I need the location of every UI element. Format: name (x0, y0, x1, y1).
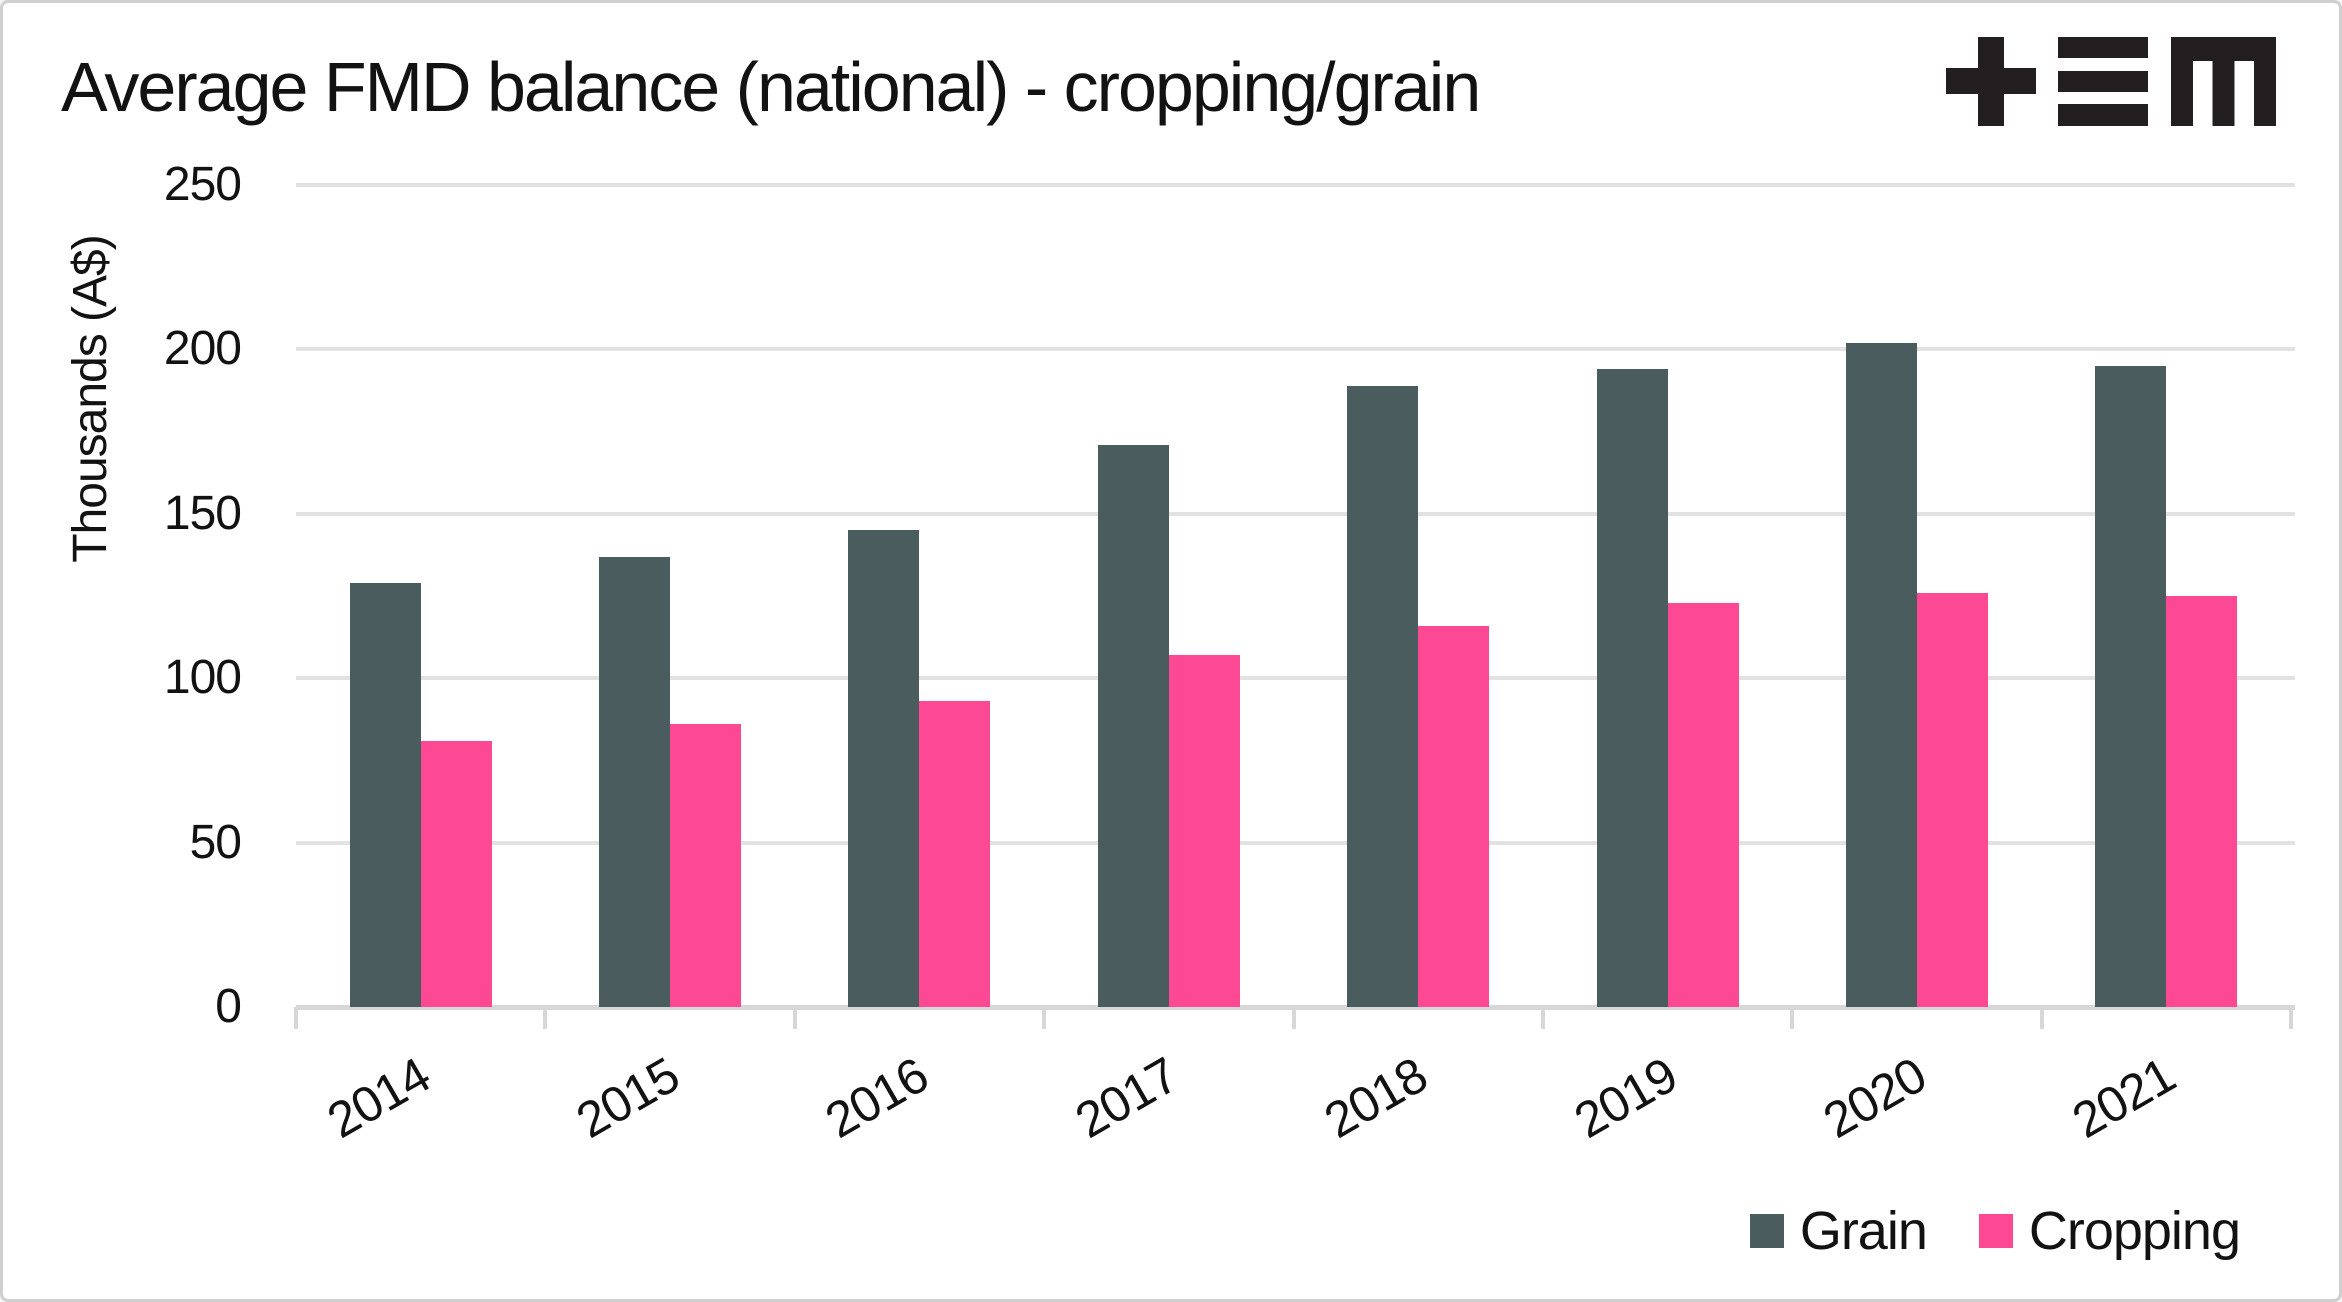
bar-cropping-2014 (420, 740, 492, 1007)
bar-grain-2020 (1845, 342, 1917, 1007)
gridline-200 (296, 347, 2295, 352)
x-axis-line (296, 1005, 2295, 1010)
y-tick-label: 0 (215, 980, 242, 1033)
y-tick-label: 250 (163, 158, 242, 211)
bar-cropping-2016 (919, 701, 991, 1007)
x-tick-label: 2017 (1065, 1046, 1187, 1149)
bar-grain-2016 (848, 530, 920, 1007)
x-tick-label: 2020 (1814, 1046, 1935, 1149)
bar-grain-2015 (599, 556, 671, 1007)
x-axis-tickmark (792, 1007, 797, 1029)
x-axis-tickmark (1790, 1007, 1795, 1029)
bar-grain-2021 (2095, 365, 2167, 1007)
bar-cropping-2021 (2166, 596, 2238, 1007)
y-tick-label: 200 (163, 322, 242, 376)
x-axis-tickmark (1540, 1007, 1545, 1029)
x-tick-label: 2018 (1315, 1046, 1437, 1149)
y-tick-label: 150 (163, 486, 242, 540)
logo-plus-horizontal (1946, 68, 2036, 94)
x-axis-tickmark (1291, 1007, 1296, 1029)
legend-label-cropping: Cropping (2028, 1201, 2241, 1261)
bar-cropping-2015 (670, 724, 742, 1007)
y-tick-label: 100 (163, 651, 242, 705)
gridline-50 (296, 840, 2295, 845)
y-axis-title: Thousands (A$) (64, 235, 117, 563)
x-axis-tickmark (2289, 1007, 2293, 1029)
x-tick-label: 2016 (816, 1046, 938, 1149)
x-tick-label: 2014 (317, 1046, 439, 1149)
legend: Grain Cropping (1749, 1201, 2241, 1261)
x-axis-tickmark (2039, 1007, 2044, 1029)
bar-cropping-2019 (1667, 602, 1739, 1007)
x-axis-tickmark (1042, 1007, 1047, 1029)
logo-bar-top (2058, 37, 2148, 58)
legend-item-grain: Grain (1749, 1201, 1928, 1261)
gridline-100 (296, 676, 2295, 681)
legend-swatch-cropping (1978, 1214, 2013, 1248)
bar-grain-2017 (1097, 444, 1169, 1007)
bar-cropping-2017 (1168, 655, 1240, 1007)
legend-label-grain: Grain (1799, 1201, 1928, 1261)
gridline-250 (296, 183, 2295, 187)
logo-bar-bottom (2058, 104, 2148, 126)
gridline-150 (296, 511, 2295, 516)
bar-grain-2018 (1347, 385, 1419, 1007)
logo-m-glyph (2171, 37, 2276, 126)
x-tick-label: 2019 (1564, 1046, 1686, 1149)
x-tick-label: 2015 (567, 1046, 689, 1149)
x-axis-tickmark (294, 1007, 298, 1029)
bar-grain-2014 (349, 582, 421, 1007)
legend-swatch-grain (1749, 1214, 1784, 1248)
y-tick-label: 50 (189, 815, 242, 869)
x-tick-label: 2021 (2063, 1046, 2185, 1149)
logo-bar-middle (2058, 71, 2148, 92)
x-axis-tickmark (543, 1007, 548, 1029)
legend-item-cropping: Cropping (1978, 1201, 2241, 1261)
bar-cropping-2018 (1418, 625, 1490, 1007)
chart-title: Average FMD balance (national) - croppin… (61, 48, 1481, 126)
bar-cropping-2020 (1916, 592, 1988, 1007)
bar-grain-2019 (1596, 369, 1668, 1007)
brand-logo-icon (1946, 37, 2276, 126)
